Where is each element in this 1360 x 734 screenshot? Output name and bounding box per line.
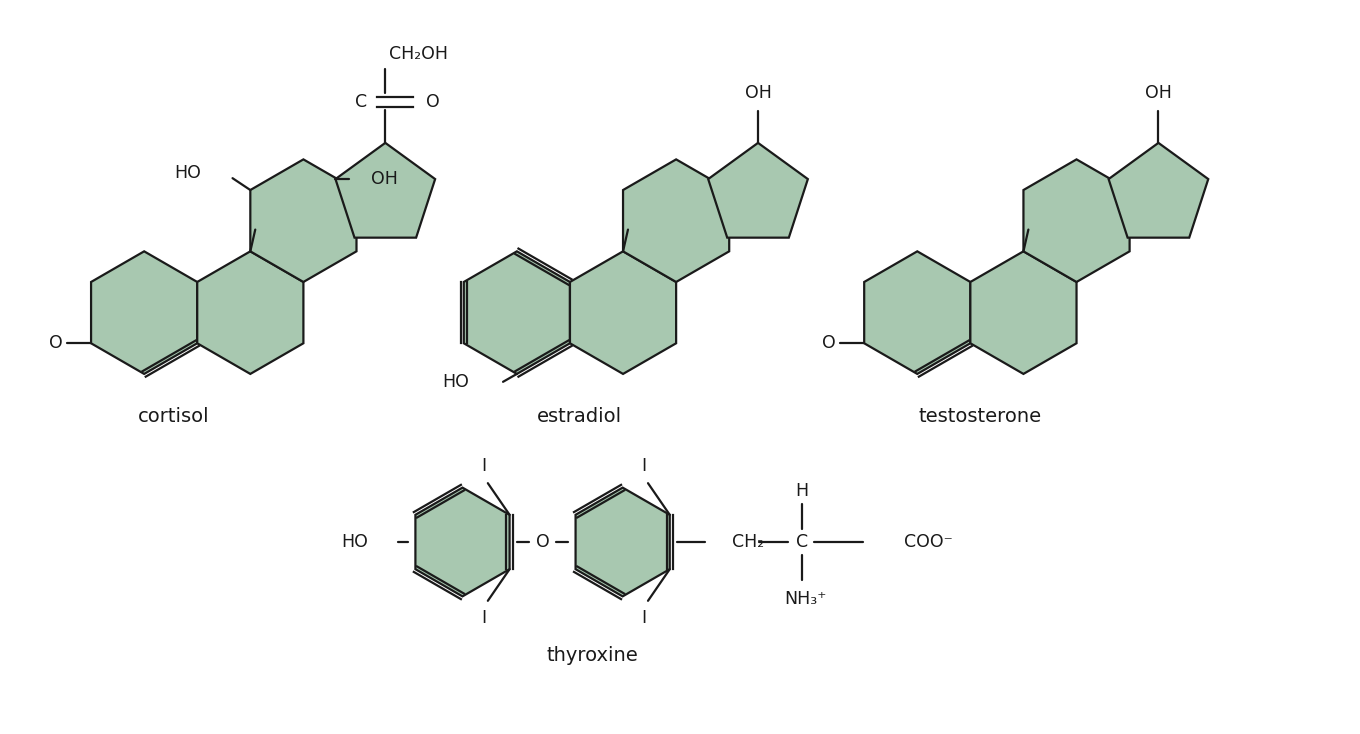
- Text: O: O: [426, 93, 439, 112]
- Text: C: C: [796, 533, 808, 551]
- Text: I: I: [481, 608, 487, 627]
- Polygon shape: [1108, 143, 1208, 238]
- Text: COO⁻: COO⁻: [904, 533, 953, 551]
- Text: estradiol: estradiol: [537, 407, 623, 426]
- Text: C: C: [355, 93, 367, 112]
- Polygon shape: [570, 251, 676, 374]
- Text: HO: HO: [174, 164, 201, 182]
- Polygon shape: [575, 487, 669, 596]
- Polygon shape: [91, 251, 197, 374]
- Polygon shape: [623, 159, 729, 282]
- Text: H: H: [796, 482, 808, 500]
- Polygon shape: [336, 143, 435, 238]
- Text: HO: HO: [442, 373, 469, 390]
- Text: HO: HO: [341, 533, 369, 551]
- Text: OH: OH: [371, 170, 398, 188]
- Text: NH₃⁺: NH₃⁺: [785, 590, 827, 608]
- Text: OH: OH: [744, 84, 771, 103]
- Text: O: O: [536, 533, 549, 551]
- Polygon shape: [970, 251, 1077, 374]
- Text: I: I: [642, 608, 646, 627]
- Text: CH₂OH: CH₂OH: [389, 45, 449, 63]
- Polygon shape: [250, 159, 356, 282]
- Text: I: I: [481, 457, 487, 476]
- Text: cortisol: cortisol: [137, 407, 209, 426]
- Text: O: O: [49, 334, 63, 352]
- Polygon shape: [415, 487, 510, 596]
- Text: OH: OH: [1145, 84, 1172, 103]
- Text: testosterone: testosterone: [919, 407, 1042, 426]
- Polygon shape: [864, 251, 970, 374]
- Text: CH₂: CH₂: [733, 533, 764, 551]
- Polygon shape: [709, 143, 808, 238]
- Polygon shape: [1024, 159, 1130, 282]
- Text: thyroxine: thyroxine: [547, 646, 638, 665]
- Text: O: O: [821, 334, 835, 352]
- Polygon shape: [197, 251, 303, 374]
- Text: I: I: [642, 457, 646, 476]
- Polygon shape: [464, 251, 570, 374]
